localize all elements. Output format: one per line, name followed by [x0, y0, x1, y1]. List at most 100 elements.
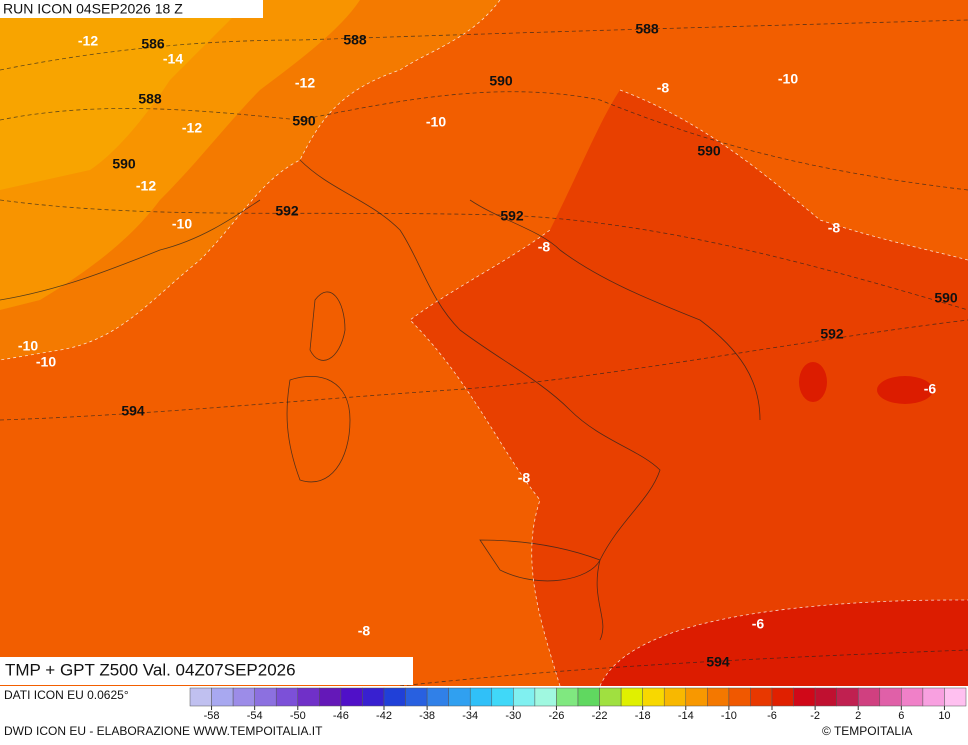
contour-label: -6 [924, 381, 937, 397]
colorbar-swatch [211, 687, 234, 707]
colorbar-swatch [793, 687, 816, 707]
contour-label: 590 [697, 143, 721, 159]
contour-label: -8 [358, 623, 371, 639]
contour-label: 594 [121, 403, 145, 419]
colorbar-swatch [469, 687, 493, 707]
colorbar-swatch [814, 687, 837, 707]
zone-warmer [410, 90, 968, 686]
colorbar-swatch [491, 687, 514, 707]
contour-label: -12 [78, 33, 98, 49]
run-box [0, 0, 263, 18]
colorbar-swatch [189, 687, 212, 707]
colorbar-tick-label: -34 [462, 710, 478, 722]
colorbar-swatch [556, 687, 579, 707]
contour-label: 592 [500, 208, 524, 224]
contour-label: -8 [538, 239, 551, 255]
colorbar-swatch [685, 687, 708, 707]
coastlines [0, 159, 761, 641]
contour-label: -8 [828, 220, 841, 236]
coast-italy [299, 159, 661, 641]
contour-label: -8 [518, 470, 531, 486]
coast-france [0, 199, 261, 301]
colorbar-swatch [534, 687, 557, 707]
colorbar-tick-label: -46 [333, 710, 349, 722]
colorbar-swatch [362, 687, 385, 707]
contour-label: 590 [292, 113, 316, 129]
colorbar-swatch [297, 687, 320, 707]
colorbar-tick-label: -58 [204, 710, 220, 722]
contour-label: 588 [343, 32, 367, 48]
colorbar-swatch [383, 687, 406, 707]
contour-label: 586 [141, 36, 165, 52]
zone-warmest-spot [799, 362, 827, 402]
contour-label: 592 [275, 203, 299, 219]
isohypse [0, 91, 968, 191]
contour-label: -12 [136, 178, 156, 194]
isohypse [0, 19, 968, 71]
contour-label: 590 [489, 73, 513, 89]
coast-corsica [309, 291, 346, 361]
colorbar-tick-label: -6 [767, 710, 777, 722]
contour-label: 592 [820, 326, 844, 342]
colorbar-swatch [771, 687, 794, 707]
isotherm [409, 229, 561, 687]
colorbar-swatch [513, 687, 536, 707]
colorbar-swatch [577, 687, 600, 707]
colorbar-tick-label: -38 [419, 710, 435, 722]
colorbar-tick-label: -42 [376, 710, 392, 722]
zone-warmest-spot [877, 376, 933, 404]
colorbar-swatch [750, 687, 773, 707]
colorbar-tick-label: 10 [938, 710, 950, 722]
colorbar-swatch [319, 687, 342, 707]
temperature-lines [0, 0, 968, 687]
contour-label: -6 [752, 616, 765, 632]
colorbar-swatch [707, 687, 730, 707]
colorbar-swatch [857, 687, 881, 707]
geopotential-lines [0, 19, 968, 687]
run-title: RUN ICON 04SEP2026 18 Z [3, 1, 183, 17]
source-note: DATI ICON EU 0.0625° [4, 688, 129, 702]
colorbar-swatch [254, 687, 277, 707]
colorbar-tick-label: -26 [548, 710, 564, 722]
contour-label: 588 [635, 21, 659, 37]
coast-sardinia [286, 376, 351, 483]
colorbar-tick-label: -10 [721, 710, 737, 722]
coast-sicily [479, 539, 601, 582]
colorbar-swatch [232, 687, 255, 707]
isohypse [0, 319, 968, 421]
colorbar-swatch [426, 687, 449, 707]
contour-label: -10 [172, 216, 192, 232]
colorbar-swatch [405, 687, 428, 707]
contour-label: 594 [706, 654, 730, 670]
colorbar-tick-label: -14 [678, 710, 694, 722]
colorbar-swatch [901, 687, 924, 707]
isohypse [399, 649, 968, 687]
colorbar-tick-label: -50 [290, 710, 306, 722]
zone-coolest [0, 0, 250, 190]
contour-label: -14 [163, 51, 183, 67]
colorbar-swatch [879, 687, 902, 707]
contour-label: 588 [138, 91, 162, 107]
contour-label: -10 [778, 71, 798, 87]
contour-label: -10 [426, 114, 446, 130]
isotherm [0, 0, 501, 361]
contour-label: -10 [18, 338, 38, 354]
colorbar-tick-label: -2 [810, 710, 820, 722]
colorbar-swatch [599, 687, 622, 707]
colorbar-swatch [728, 687, 751, 707]
colorbar-tick-label: -18 [635, 710, 651, 722]
zone-warmest [600, 600, 968, 686]
colorbar-swatch [944, 687, 967, 707]
colorbar-tick-label: 2 [855, 710, 861, 722]
contour-label: -10 [36, 354, 56, 370]
isohypse [0, 199, 968, 311]
coast-adriatic [469, 199, 761, 421]
colorbar: -58 -54 -50 -46 -42 -38 -34 -30 -26 -22 -18 -14 -10-… [189, 687, 967, 722]
colorbar-tick-label: -54 [247, 710, 263, 722]
colorbar-swatch [340, 687, 363, 707]
isotherm [599, 599, 968, 687]
contour-label: -8 [657, 80, 670, 96]
